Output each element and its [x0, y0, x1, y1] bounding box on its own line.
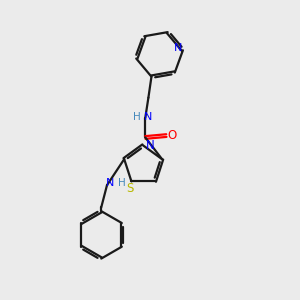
- Text: N: N: [174, 44, 182, 53]
- Text: N: N: [144, 112, 153, 122]
- Text: N: N: [106, 178, 114, 188]
- Text: H: H: [118, 178, 125, 188]
- Text: H: H: [133, 112, 141, 122]
- Text: S: S: [126, 182, 133, 195]
- Text: O: O: [167, 129, 177, 142]
- Text: N: N: [146, 139, 154, 152]
